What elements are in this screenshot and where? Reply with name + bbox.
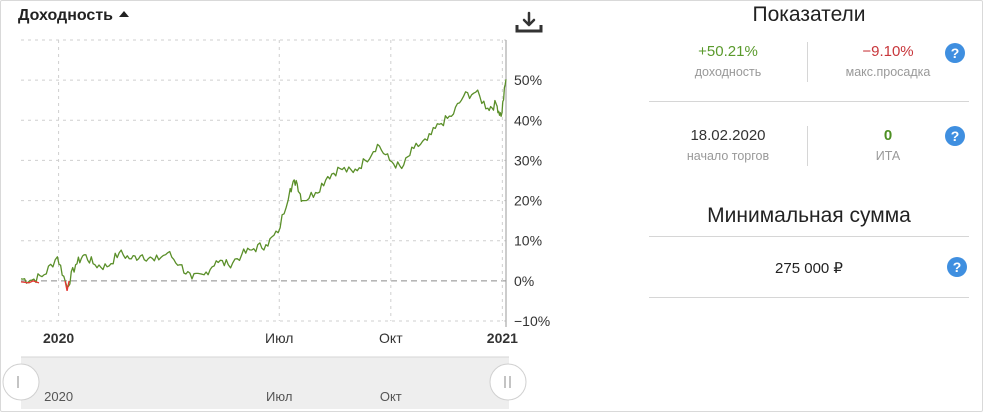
start-value: 18.02.2020 [690,127,766,144]
drawdown-indicator: −9.10% макс.просадка [809,43,967,79]
min-sum-value: 275 000 ₽ [775,260,843,277]
divider [649,101,969,102]
negative-segment [64,280,70,292]
help-icon[interactable]: ? [945,126,965,146]
series-line [20,79,507,288]
start-label: начало торгов [686,149,770,163]
start-indicator: 18.02.2020 начало торгов [649,127,807,163]
x-tick-label: Окт [379,330,403,346]
negative-segment [20,280,40,284]
chart-grid [21,39,507,327]
navigator-label: 2020 [44,389,73,404]
ita-value: 0 [883,127,893,144]
return-indicator: +50.21% доходность [649,43,807,79]
divider [807,126,808,166]
y-tick-label: −10% [514,313,550,329]
help-icon[interactable]: ? [945,43,965,63]
indicators-title: Показатели [752,3,866,26]
navigator-track [21,357,509,409]
x-tick-label: Июл [265,330,293,346]
y-tick-label: 40% [514,112,542,128]
download-icon[interactable] [512,11,546,35]
ita-indicator: 0 ИТА [809,127,967,163]
y-tick-label: 30% [514,152,542,168]
y-tick-label: 20% [514,193,542,209]
navigator[interactable]: 2020 Июл Окт [2,356,527,409]
help-icon[interactable]: ? [947,257,967,277]
y-tick-label: 10% [514,233,542,249]
caret-up-icon [118,11,129,17]
navigator-label: Окт [380,389,402,404]
y-tick-label: 0% [514,273,534,289]
x-tick-label: 2021 [487,330,518,346]
divider [649,297,969,298]
drawdown-label: макс.просадка [845,65,931,79]
ita-label: ИТА [875,149,901,163]
chart-title-label: Доходность [18,7,113,24]
min-sum-title: Минимальная сумма [707,204,911,227]
x-tick-label: 2020 [43,330,74,346]
navigator-left-handle[interactable] [2,363,40,401]
y-axis: 50% 40% 30% 20% 10% 0% −10% [514,72,550,329]
chart-title-dropdown[interactable]: Доходность [18,7,129,25]
drawdown-value: −9.10% [862,43,914,60]
navigator-right-handle[interactable] [489,363,527,401]
y-tick-label: 50% [514,72,542,88]
series-layer [20,79,507,292]
return-value: +50.21% [698,43,758,60]
x-axis: 2020 Июл Окт 2021 [43,330,518,346]
divider [807,42,808,82]
divider [649,236,969,237]
navigator-label: Июл [266,389,292,404]
return-label: доходность [694,65,762,79]
